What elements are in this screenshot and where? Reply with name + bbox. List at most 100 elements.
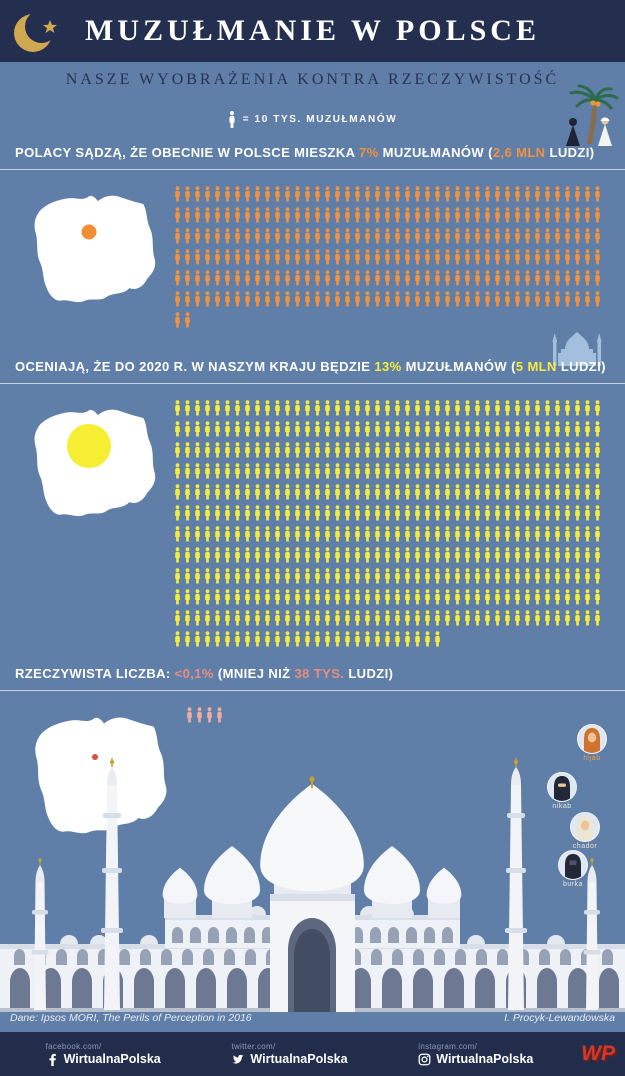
person-icon <box>234 291 241 307</box>
person-icon <box>394 610 401 626</box>
person-icon <box>394 631 401 647</box>
person-icon <box>314 186 321 202</box>
person-icon <box>554 589 561 605</box>
badge-circle <box>558 850 588 880</box>
pictogram-grid <box>186 707 620 723</box>
person-icon <box>464 249 471 265</box>
person-icon <box>224 400 231 416</box>
person-icon <box>374 463 381 479</box>
person-icon <box>514 270 521 286</box>
person-icon <box>194 270 201 286</box>
person-icon <box>504 249 511 265</box>
person-icon <box>554 400 561 416</box>
instagram-link[interactable]: instagram.com/ WirtualnaPolska <box>383 1042 569 1066</box>
person-icon <box>194 228 201 244</box>
person-icon <box>214 207 221 223</box>
person-icon <box>314 547 321 563</box>
person-icon <box>594 547 601 563</box>
twitter-url: twitter.com/ <box>231 1042 276 1051</box>
facebook-link[interactable]: facebook.com/ WirtualnaPolska <box>10 1042 196 1066</box>
person-icon <box>594 291 601 307</box>
person-icon <box>504 400 511 416</box>
person-icon <box>216 707 223 723</box>
person-icon <box>284 400 291 416</box>
person-icon <box>384 505 391 521</box>
footer: Dane: Ipsos MORI, The Perils of Percepti… <box>0 1012 625 1024</box>
person-icon <box>224 484 231 500</box>
person-icon <box>534 484 541 500</box>
person-icon <box>424 505 431 521</box>
person-icon <box>234 547 241 563</box>
person-icon <box>294 186 301 202</box>
person-icon <box>394 291 401 307</box>
person-icon <box>174 505 181 521</box>
person-icon <box>404 400 411 416</box>
person-icon <box>554 568 561 584</box>
twitter-link[interactable]: twitter.com/ WirtualnaPolska <box>196 1042 382 1066</box>
person-icon <box>334 463 341 479</box>
heading-value: 2,6 MLN <box>492 145 546 160</box>
person-icon <box>264 442 271 458</box>
person-icon <box>364 463 371 479</box>
person-icon <box>344 291 351 307</box>
person-icon <box>384 526 391 542</box>
person-icon <box>584 400 591 416</box>
person-icon <box>484 421 491 437</box>
social-bar: facebook.com/ WirtualnaPolska twitter.co… <box>0 1032 625 1076</box>
person-icon <box>274 228 281 244</box>
person-icon <box>284 270 291 286</box>
person-icon <box>404 610 411 626</box>
person-icon <box>254 589 261 605</box>
person-icon <box>324 463 331 479</box>
person-icon <box>524 228 531 244</box>
person-icon <box>204 442 211 458</box>
wp-logo-text: WP <box>581 1042 615 1065</box>
person-icon <box>344 186 351 202</box>
person-icon <box>314 463 321 479</box>
person-icon <box>344 484 351 500</box>
person-icon <box>514 463 521 479</box>
person-icon <box>214 505 221 521</box>
person-icon <box>564 463 571 479</box>
person-icon <box>534 400 541 416</box>
person-icon <box>194 400 201 416</box>
person-icon <box>384 207 391 223</box>
person-icon <box>524 207 531 223</box>
person-icon <box>594 526 601 542</box>
person-icon <box>304 484 311 500</box>
person-icon <box>214 291 221 307</box>
person-icon <box>414 589 421 605</box>
person-icon <box>404 568 411 584</box>
person-icon <box>274 186 281 202</box>
wp-logo[interactable]: WP <box>569 1042 615 1066</box>
person-icon <box>264 228 271 244</box>
person-icon <box>484 505 491 521</box>
person-icon <box>174 442 181 458</box>
heading-value: 5 MLN <box>515 359 557 374</box>
person-icon <box>534 186 541 202</box>
person-icon <box>524 400 531 416</box>
person-icon <box>324 291 331 307</box>
person-icon <box>574 547 581 563</box>
person-icon <box>504 463 511 479</box>
person-icon <box>514 526 521 542</box>
person-icon <box>294 442 301 458</box>
person-icon <box>444 270 451 286</box>
section-prediction-2020: OCENIAJĄ, ŻE DO 2020 R. W NASZYM KRAJU B… <box>0 354 625 647</box>
person-icon <box>214 631 221 647</box>
person-icon <box>344 547 351 563</box>
person-icon <box>274 547 281 563</box>
person-icon <box>304 631 311 647</box>
person-icon <box>574 526 581 542</box>
person-icon <box>524 186 531 202</box>
person-icon <box>384 270 391 286</box>
person-icon <box>224 249 231 265</box>
instagram-icon <box>418 1053 431 1065</box>
person-icon <box>394 547 401 563</box>
person-icon <box>424 207 431 223</box>
person-icon <box>224 547 231 563</box>
person-icon <box>414 505 421 521</box>
person-icon <box>374 228 381 244</box>
person-icon <box>174 463 181 479</box>
person-icon <box>314 228 321 244</box>
